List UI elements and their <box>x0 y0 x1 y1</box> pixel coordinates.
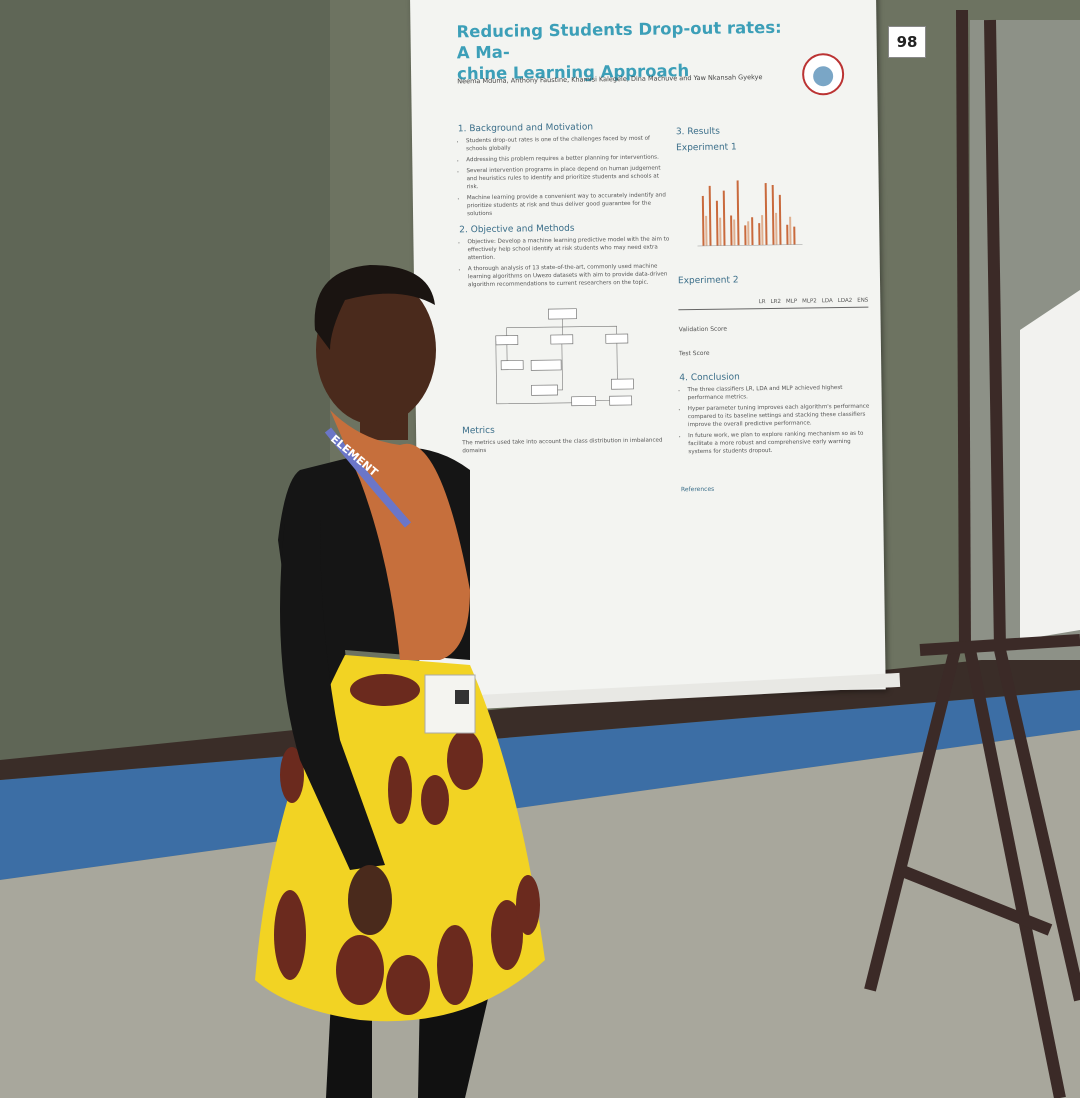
hand <box>348 865 392 935</box>
logo <box>802 53 845 96</box>
floor <box>0 730 1080 1098</box>
lanyard-strap <box>324 427 412 528</box>
poster: Reducing Students Drop-out rates: A Ma- … <box>410 0 886 696</box>
badge-qr <box>455 690 469 704</box>
blue-carpet <box>0 690 1080 880</box>
flow-diagram <box>495 308 634 407</box>
hair <box>314 265 435 350</box>
logo-center <box>813 66 834 87</box>
skirt-pattern <box>274 674 540 1015</box>
wall-shadow <box>0 0 330 780</box>
easel <box>864 9 1080 1098</box>
arm <box>280 520 385 870</box>
right-column: 3. Results Experiment 1 Experiment 2 <box>676 118 871 499</box>
face <box>316 275 436 425</box>
side-poster <box>1020 290 1080 640</box>
left-column: 1. Background and Motivation Students dr… <box>458 114 673 455</box>
board-number: 98 <box>888 26 926 58</box>
poster-bar-chart <box>697 180 803 247</box>
right-leg <box>418 990 490 1098</box>
poster-roller <box>400 672 901 714</box>
